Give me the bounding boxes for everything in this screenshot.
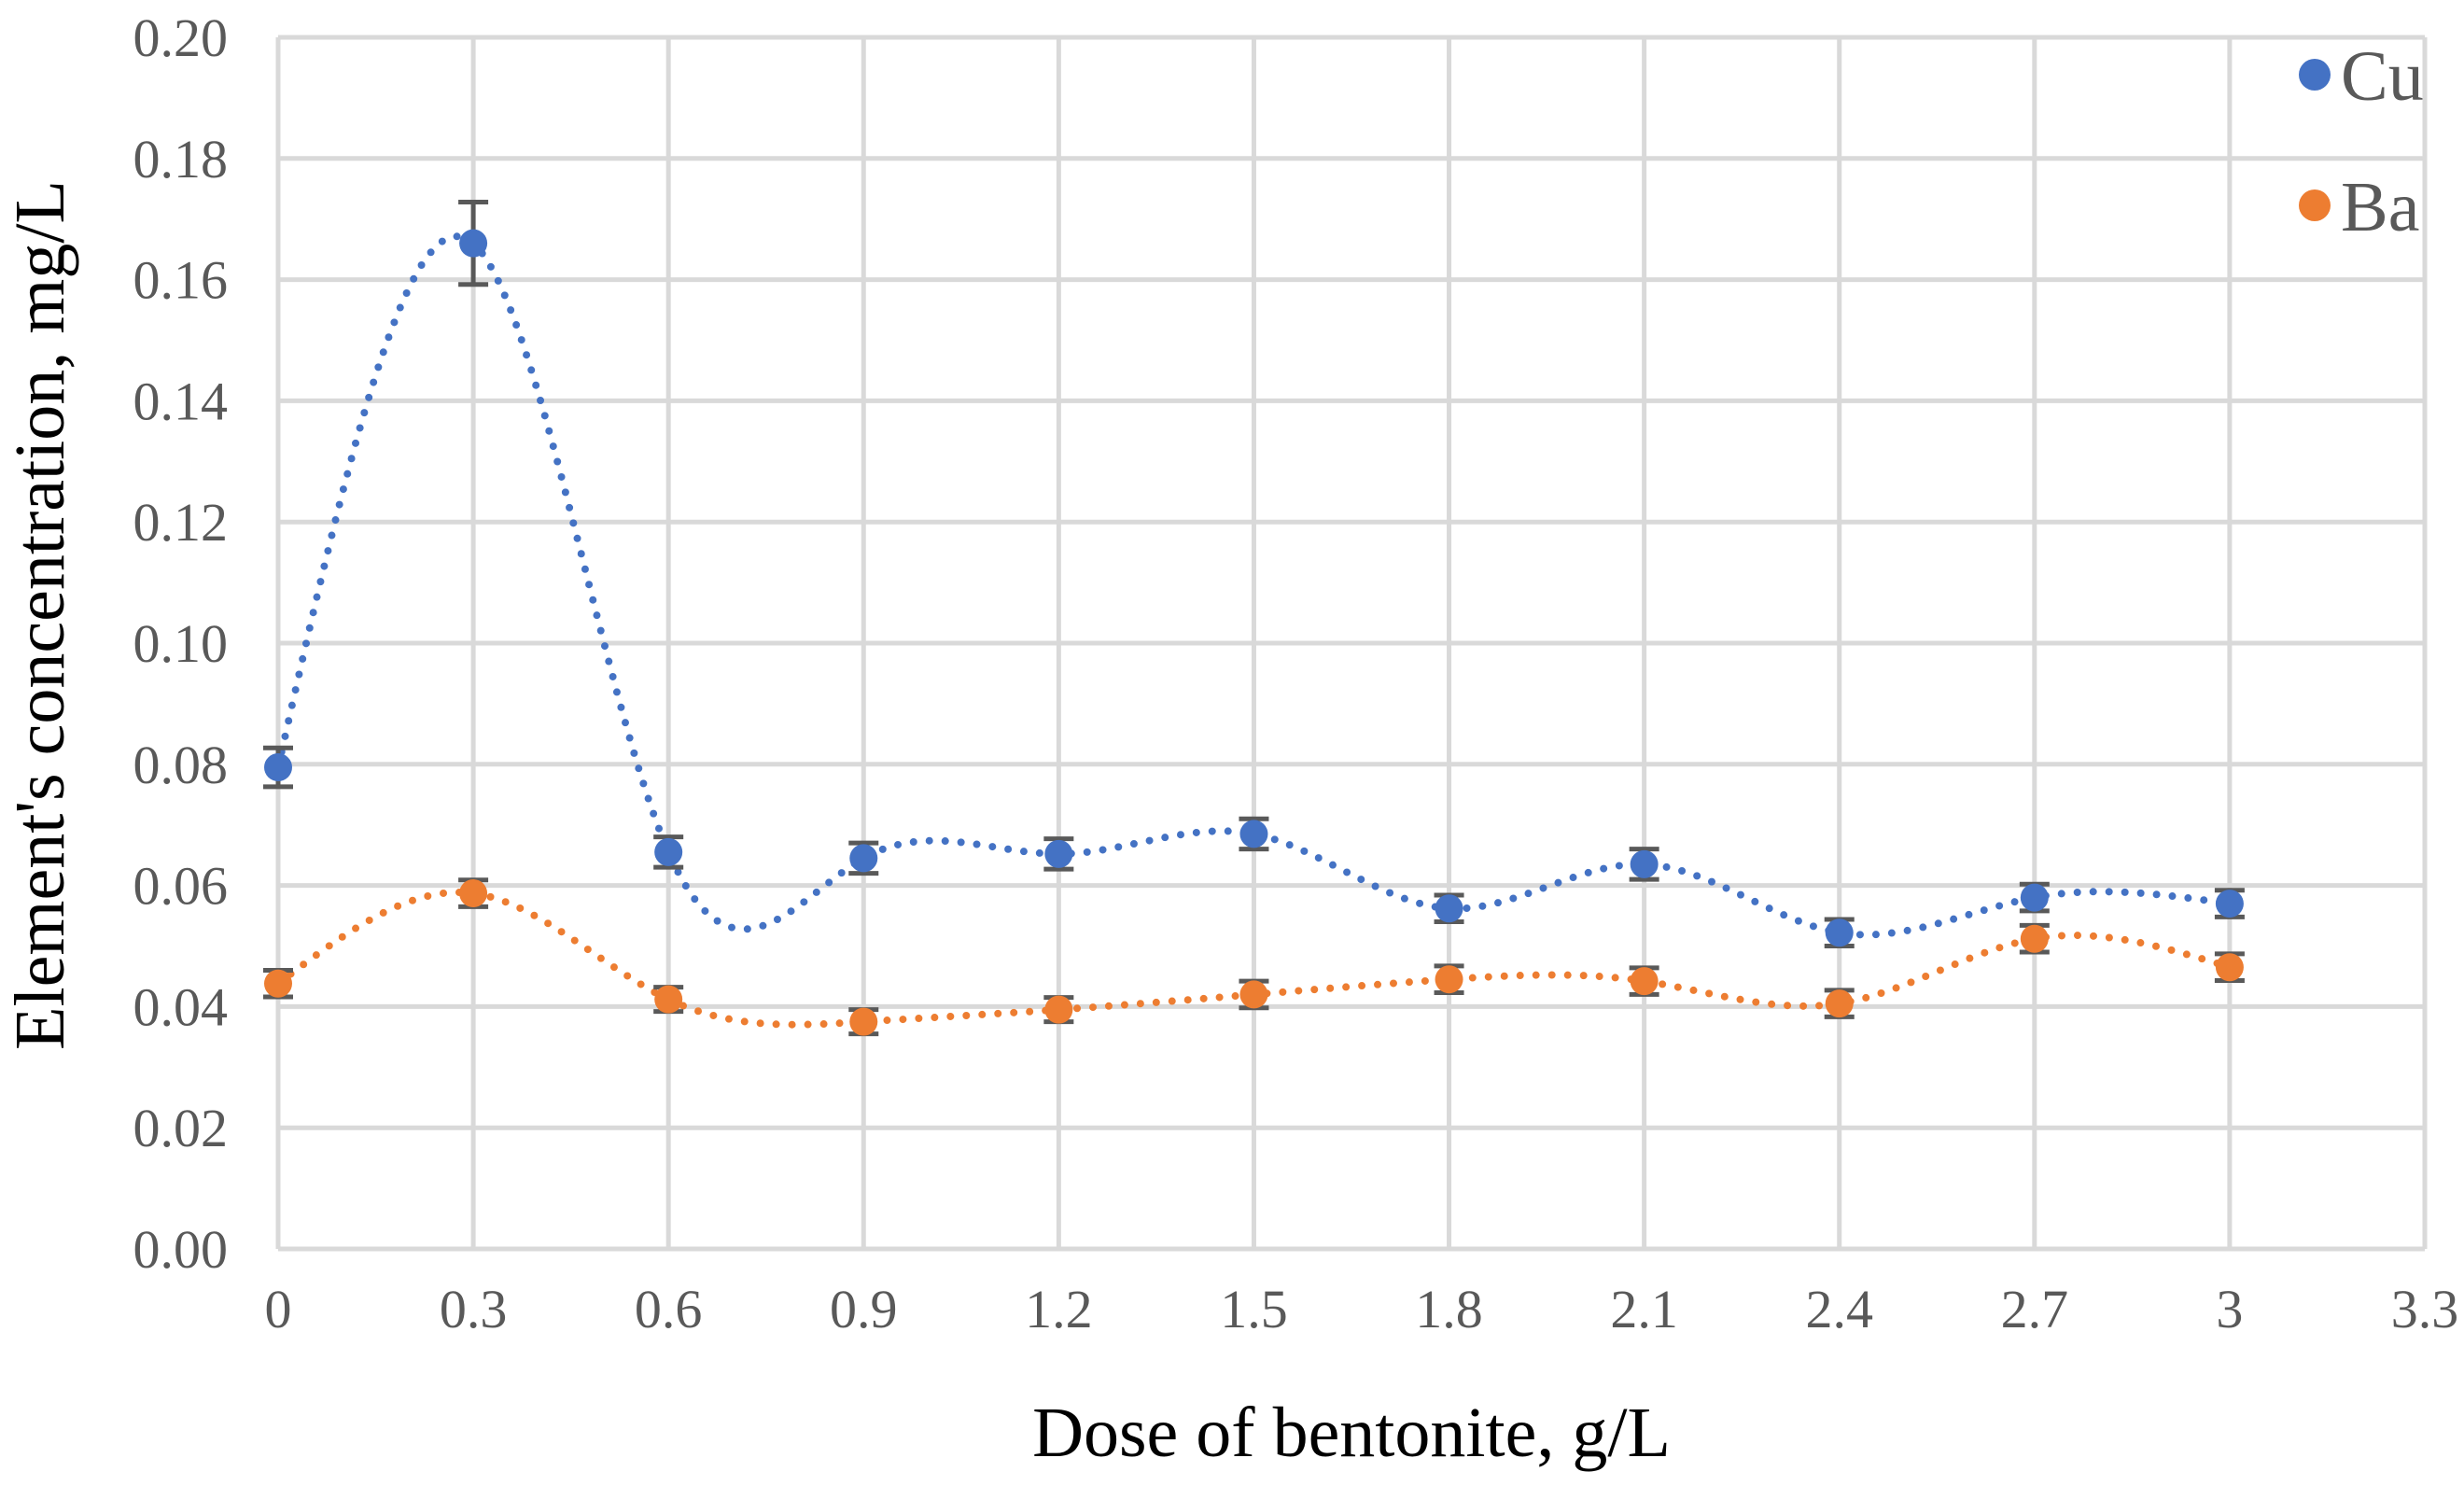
point-ba <box>264 969 292 998</box>
point-ba <box>2020 924 2049 953</box>
x-axis-ticks: 0 0.3 0.6 0.9 1.2 1.5 1.8 2.1 2.4 2.7 3 3.3 <box>265 1279 2459 1339</box>
x-tick-label: 3.3 <box>2391 1279 2459 1339</box>
point-cu <box>1435 894 1463 923</box>
x-tick-label: 0.6 <box>635 1279 703 1339</box>
point-cu <box>264 753 292 782</box>
point-ba <box>1435 965 1463 994</box>
legend-marker-ba <box>2299 189 2331 221</box>
point-cu <box>849 844 878 873</box>
x-tick-label: 0.9 <box>830 1279 898 1339</box>
y-tick-label: 0.08 <box>133 735 229 795</box>
x-axis-title: Dose of bentonite, g/L <box>1032 1394 1671 1472</box>
y-axis-title: Element's concentration, mg/L <box>1 180 79 1050</box>
x-tick-label: 1.8 <box>1415 1279 1483 1339</box>
point-cu <box>1630 849 1659 878</box>
point-cu <box>654 837 683 866</box>
legend-marker-cu <box>2299 59 2331 91</box>
x-tick-label: 2.4 <box>1805 1279 1873 1339</box>
point-cu <box>2215 890 2244 918</box>
point-ba <box>1044 995 1073 1024</box>
point-cu <box>1825 918 1854 947</box>
y-tick-label: 0.06 <box>133 856 229 917</box>
data-points <box>264 229 2244 1036</box>
y-tick-label: 0.10 <box>133 613 229 674</box>
point-ba <box>1239 980 1268 1009</box>
point-ba <box>1630 967 1659 996</box>
legend-label-ba: Ba <box>2341 168 2419 246</box>
x-tick-label: 3 <box>2216 1279 2243 1339</box>
grid <box>275 35 2428 1252</box>
y-tick-label: 0.02 <box>133 1098 229 1158</box>
legend-label-cu: Cu <box>2341 37 2424 116</box>
point-ba <box>459 879 488 908</box>
trendline-cu <box>274 232 2233 939</box>
point-cu <box>2020 883 2049 912</box>
y-tick-label: 0.12 <box>133 492 229 553</box>
point-ba <box>849 1007 878 1036</box>
x-tick-label: 0 <box>265 1279 292 1339</box>
x-tick-label: 0.3 <box>440 1279 508 1339</box>
point-ba <box>1825 989 1854 1018</box>
y-axis-ticks: 0.00 0.02 0.04 0.06 0.08 0.10 0.12 0.14 0.16 0.18… <box>133 7 229 1280</box>
y-tick-label: 0.18 <box>133 129 229 189</box>
legend: Cu Ba <box>2299 37 2424 246</box>
y-tick-label: 0.04 <box>133 976 229 1037</box>
x-tick-label: 2.1 <box>1610 1279 1678 1339</box>
y-tick-label: 0.14 <box>133 371 229 431</box>
x-tick-label: 2.7 <box>2001 1279 2069 1339</box>
point-cu <box>459 229 488 258</box>
point-cu <box>1239 820 1268 848</box>
point-cu <box>1044 839 1073 868</box>
y-tick-label: 0.16 <box>133 250 229 311</box>
x-tick-label: 1.2 <box>1025 1279 1093 1339</box>
y-tick-label: 0.20 <box>133 7 229 68</box>
point-ba <box>654 985 683 1014</box>
y-tick-label: 0.00 <box>133 1219 229 1280</box>
x-tick-label: 1.5 <box>1220 1279 1288 1339</box>
point-ba <box>2215 953 2244 982</box>
